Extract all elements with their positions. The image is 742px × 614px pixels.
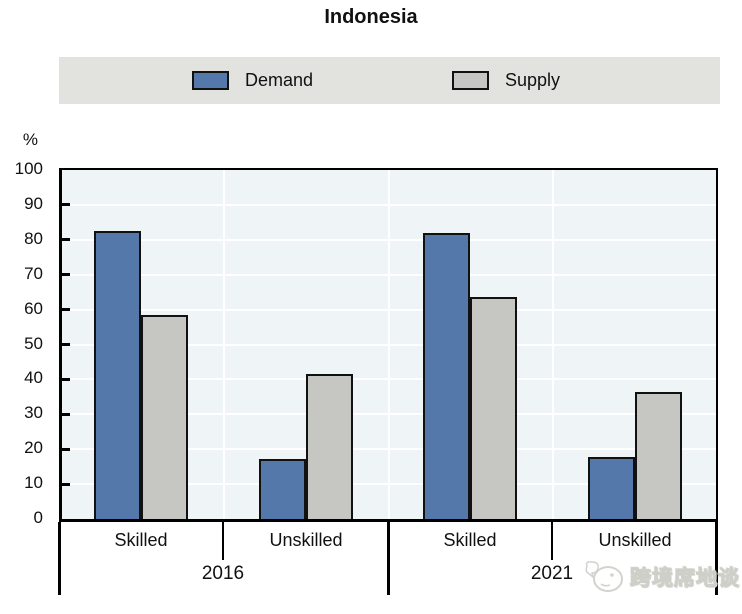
y-axis-label-100: 100 [14, 159, 43, 178]
y-tick-60 [62, 308, 70, 312]
legend-swatch-supply [452, 71, 489, 90]
category-divider-0 [222, 522, 224, 560]
y-tick-40 [62, 377, 70, 381]
legend-label-demand: Demand [245, 70, 314, 90]
bar-supply-2021-unskilled [635, 392, 682, 519]
bar-supply-2016-unskilled [306, 374, 353, 519]
y-tick-80 [62, 238, 70, 242]
bar-supply-2016-skilled [141, 315, 188, 519]
x-category-label-3: Unskilled [598, 530, 672, 550]
x-year-label-2016: 2016 [201, 563, 245, 584]
legend-item-supply: Supply [452, 57, 560, 104]
plot-inner [62, 170, 716, 519]
y-axis-label-60: 60 [24, 298, 43, 318]
group-divider-0 [58, 522, 61, 595]
y-tick-70 [62, 273, 70, 277]
legend-swatch-demand [192, 71, 229, 90]
x-category-label-2: Skilled [443, 530, 497, 550]
x-category-label-1: Unskilled [269, 530, 343, 550]
y-axis-label-20: 20 [24, 438, 43, 458]
y-axis-label-40: 40 [24, 368, 43, 388]
plot-area [59, 168, 718, 522]
bar-demand-2016-unskilled [259, 459, 306, 519]
y-tick-90 [62, 203, 70, 207]
y-axis-label-10: 10 [24, 473, 43, 493]
watermark-text: 跨境席地谈 [630, 567, 740, 591]
bar-demand-2021-unskilled [588, 457, 635, 519]
y-tick-20 [62, 447, 70, 451]
y-axis-label-80: 80 [24, 228, 43, 248]
x-category-label-0: Skilled [114, 530, 168, 550]
watermark: 跨境席地谈 [583, 560, 740, 594]
y-tick-50 [62, 343, 70, 346]
y-axis-unit: % [22, 130, 38, 149]
category-divider-1 [551, 522, 553, 560]
bar-demand-2016-skilled [94, 231, 141, 519]
bar-demand-2021-skilled [423, 233, 470, 519]
chart-title: Indonesia [324, 6, 418, 28]
y-tick-30 [62, 412, 70, 416]
gridline-vertical-2 [552, 170, 554, 519]
y-axis-label-90: 90 [24, 193, 43, 213]
legend: Demand Supply [59, 57, 720, 104]
legend-item-demand: Demand [192, 57, 313, 104]
group-divider-1 [387, 522, 390, 595]
y-tick-10 [62, 482, 70, 486]
gridline-vertical-1 [388, 170, 390, 519]
y-axis-label-30: 30 [24, 403, 43, 423]
y-axis-label-50: 50 [24, 333, 43, 353]
y-axis-label-0: 0 [33, 508, 43, 527]
bar-supply-2021-skilled [470, 297, 517, 519]
gridline-vertical-0 [223, 170, 225, 519]
legend-label-supply: Supply [505, 70, 561, 90]
chat-mascot-icon [585, 561, 623, 592]
y-axis-label-70: 70 [24, 263, 43, 283]
